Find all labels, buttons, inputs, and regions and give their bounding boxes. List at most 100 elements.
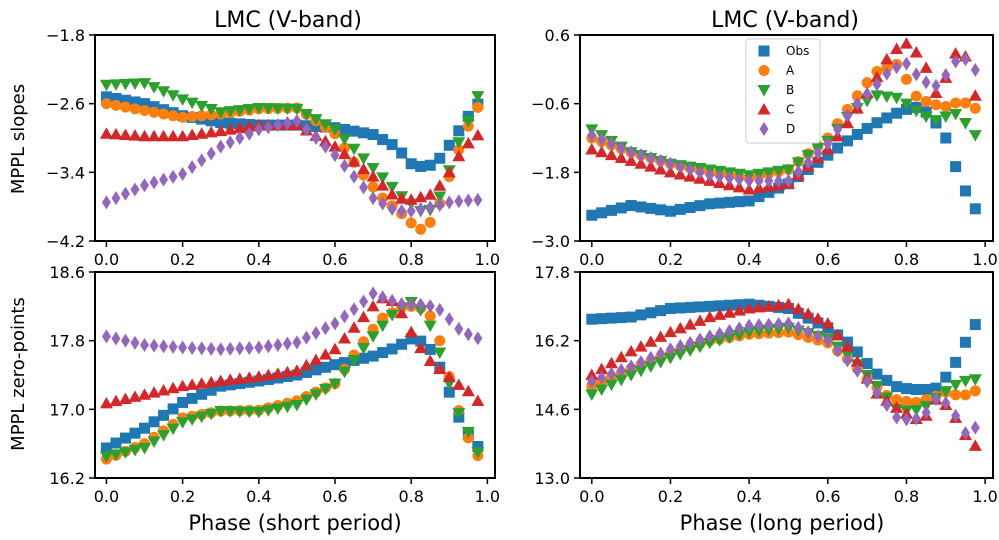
data-point [216,342,226,357]
data-point [118,392,132,405]
data-point [424,343,436,355]
data-point [216,139,226,154]
data-point [634,365,648,378]
data-point [318,119,332,131]
x-axis-label: Phase (long period) [680,511,885,535]
data-point [754,173,764,188]
panel-title: LMC (V-band) [711,8,859,33]
data-point [813,146,823,161]
data-point [340,309,350,324]
x-tick-label: 0.0 [579,250,604,269]
data-point [861,358,873,370]
plot-frame [94,271,496,479]
data-point [734,321,744,336]
data-point [723,196,735,208]
data-point [130,182,140,197]
data-point [585,389,599,401]
data-point [159,339,169,354]
data-point [635,201,647,213]
data-point [684,202,696,214]
data-point [385,309,399,322]
data-point [764,173,774,188]
data-point [892,410,902,425]
data-point [166,423,180,436]
data-point [871,117,883,129]
x-tick-label: 0.0 [94,250,119,269]
data-point [606,136,616,151]
data-point [910,90,922,102]
data-point [793,164,803,179]
data-point [471,128,485,141]
data-point [473,192,483,207]
data-point [147,129,161,142]
data-points [585,297,982,451]
data-point [890,42,904,54]
data-point [223,123,237,135]
data-point [368,191,378,206]
data-point [214,406,228,418]
legend-marker [757,85,771,97]
data-point [187,160,197,175]
data-point [176,417,190,429]
data-point [406,297,416,312]
data-point [597,370,607,385]
data-point [941,395,951,410]
data-point [435,198,445,213]
data-point [185,128,199,140]
data-point [909,105,923,118]
data-point [100,442,112,454]
data-point [442,370,456,383]
data-point [950,356,962,368]
data-point [654,330,668,342]
data-point [695,165,705,180]
data-point [872,77,882,92]
data-point [949,379,963,392]
data-point [196,110,208,122]
data-point [99,79,113,92]
data-point [683,318,697,330]
data-point [453,125,465,137]
data-point [930,99,942,111]
data-point [423,188,437,200]
data-point [118,78,132,91]
data-point [704,198,716,210]
data-point [634,340,648,352]
data-point [595,362,609,375]
data-points [99,286,485,465]
data-point [951,54,961,69]
data-point [616,141,626,156]
data-point [909,46,923,58]
y-tick-label: 0.6 [545,26,570,45]
data-point [969,203,981,215]
legend-entry: A [786,64,795,78]
x-tick-label: 0.0 [94,487,119,506]
data-point [242,104,256,116]
data-point [186,392,198,404]
data-point [299,394,313,407]
data-point [396,147,408,159]
data-point [223,406,237,418]
x-tick-label: 1.0 [972,250,997,269]
legend-entry: Obs [786,44,809,58]
data-point [604,356,618,369]
data-point [959,336,971,348]
data-point [968,130,982,142]
y-tick-label: 17.8 [49,332,85,351]
data-point [111,331,121,346]
data-point [206,341,216,356]
data-point [587,374,597,389]
data-point [280,103,294,116]
data-point [415,223,427,235]
data-point [705,168,715,183]
data-point [377,347,389,359]
data-point [605,312,617,324]
data-point [425,200,435,215]
data-point [891,381,903,393]
data-point [871,368,883,380]
x-tick-label: 0.2 [170,250,195,269]
data-point [969,385,981,397]
data-point [197,341,207,356]
data-point [138,129,152,142]
y-tick-label: 18.6 [49,263,85,282]
x-tick-label: 0.8 [894,250,919,269]
